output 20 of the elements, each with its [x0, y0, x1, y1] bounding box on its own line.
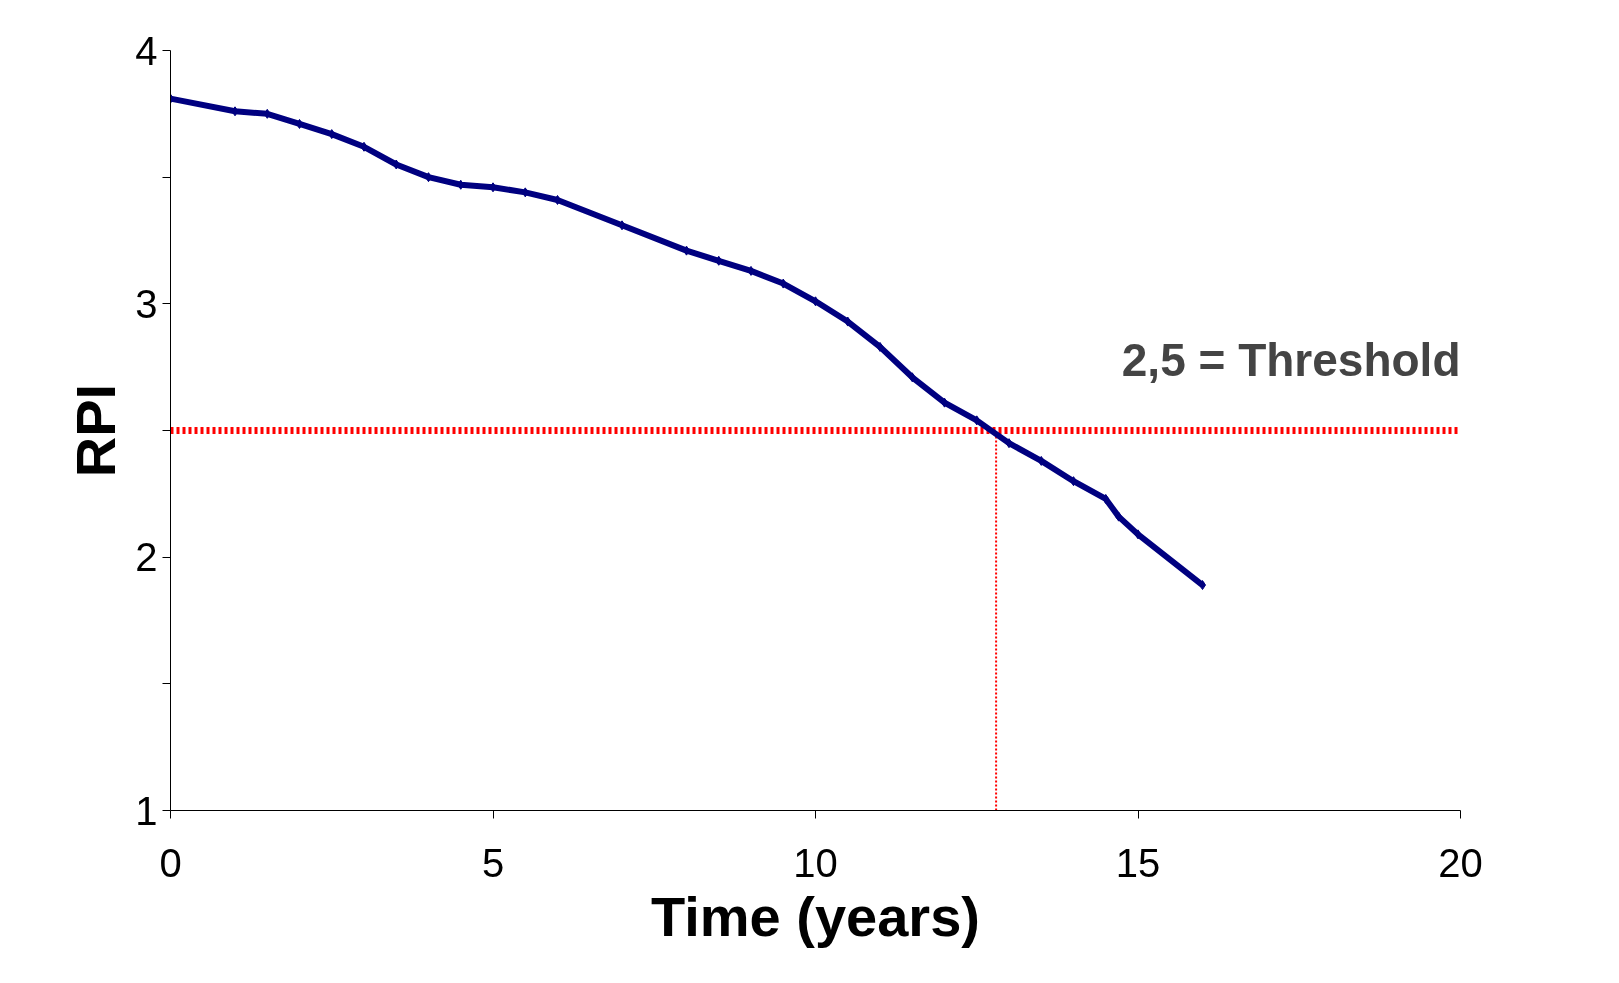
point	[1005, 438, 1013, 449]
y-tick-label: 4	[135, 28, 158, 73]
y-tick-label: 1	[135, 788, 158, 833]
x-tick-label: 10	[793, 840, 838, 885]
y-tick-label: 3	[135, 281, 158, 326]
point	[1134, 529, 1142, 540]
point	[908, 372, 916, 383]
x-tick-label: 20	[1438, 840, 1483, 885]
x-tick-label: 15	[1115, 840, 1161, 885]
point	[1037, 455, 1045, 466]
y-tick-label: 2	[135, 535, 158, 580]
y-axis-title: RPI	[64, 383, 128, 478]
x-tick-label: 5	[481, 840, 505, 885]
point	[1115, 511, 1123, 522]
point	[1102, 493, 1110, 504]
x-tick-label: 0	[159, 840, 182, 885]
ref-line-label: 2,5 = Threshold	[1121, 333, 1461, 386]
point	[844, 316, 852, 327]
point	[876, 341, 884, 352]
x-axis-title: Time (years)	[651, 884, 980, 948]
